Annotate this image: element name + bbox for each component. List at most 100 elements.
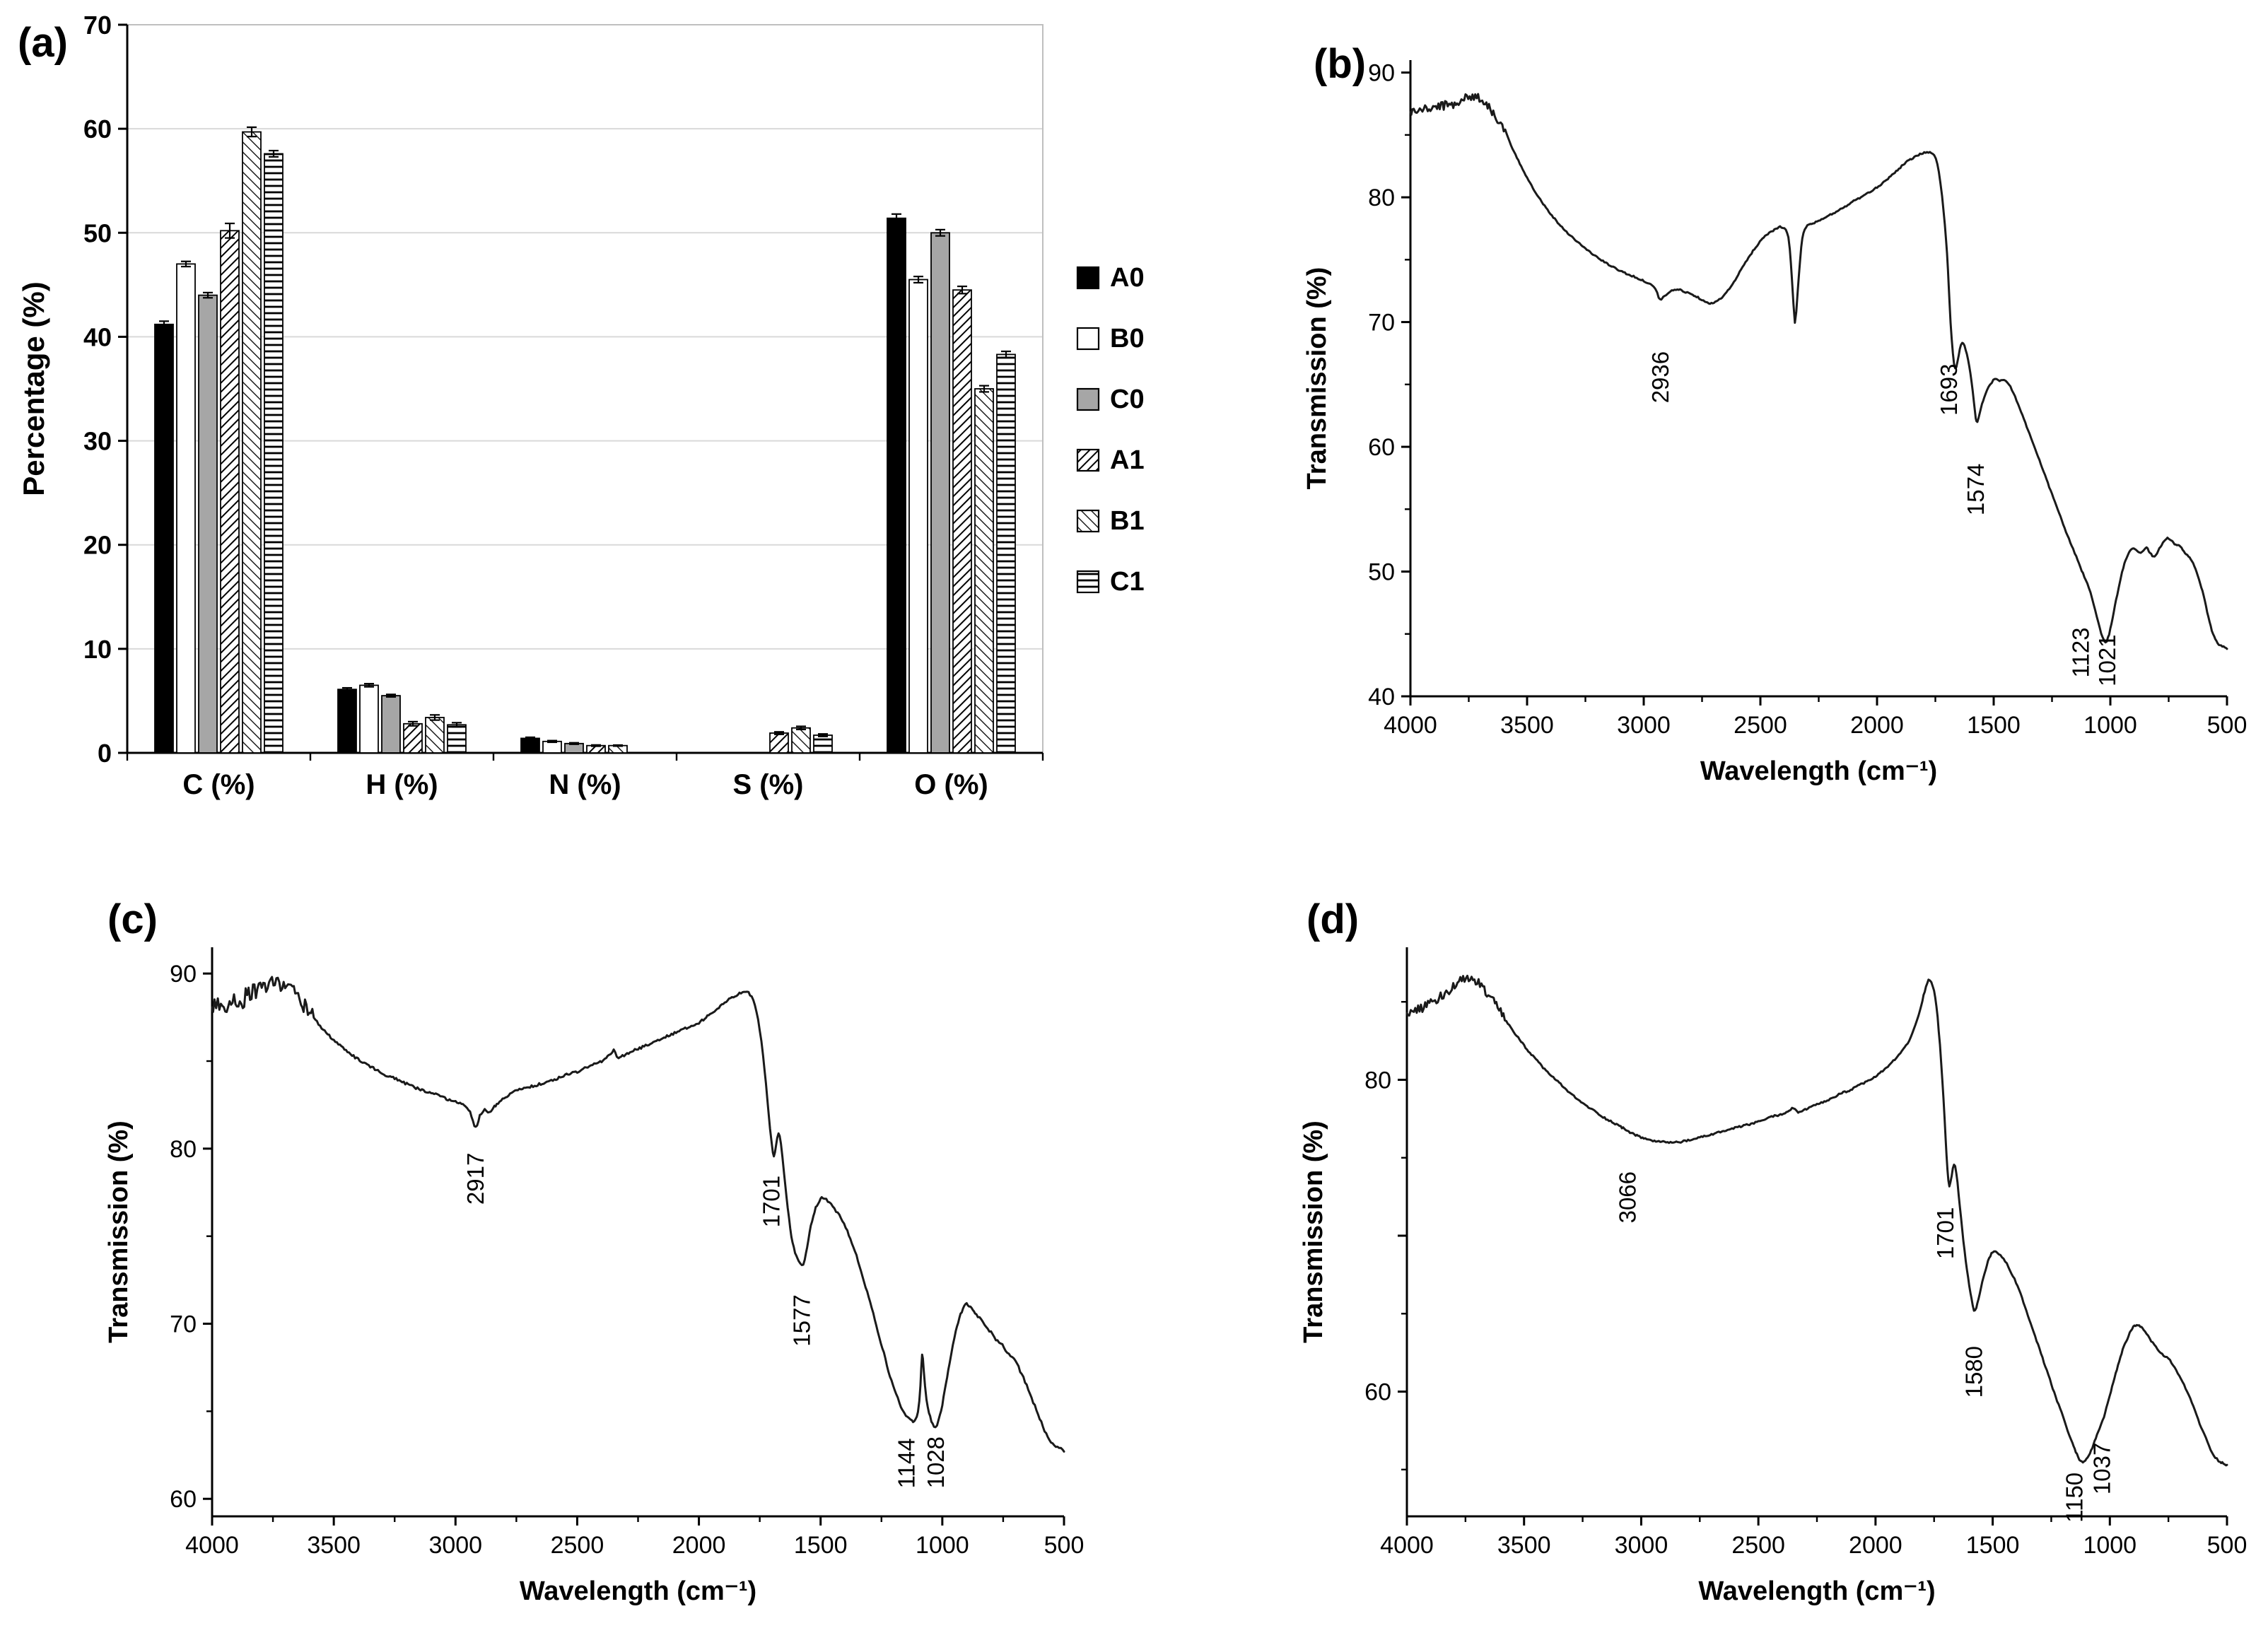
y-tick-label: 40: [83, 322, 112, 351]
bar-B1: [242, 131, 262, 754]
peak-annotation: 3066: [1615, 1171, 1641, 1223]
y-tick-label: 70: [1368, 310, 1395, 336]
category-label: C (%): [182, 769, 255, 800]
peak-annotation: 1693: [1936, 363, 1962, 415]
bar-B0: [359, 684, 379, 754]
legend-swatch-B0: [1076, 327, 1100, 351]
y-tick-label: 70: [170, 1311, 197, 1338]
x-tick-label: 2000: [1849, 1532, 1902, 1559]
axes: [211, 947, 1064, 1518]
bar-C1: [264, 153, 284, 754]
x-tick-label: 3500: [1497, 1532, 1551, 1559]
y-axis-title: Percentage (%): [17, 281, 50, 496]
y-tick-label: 90: [170, 961, 197, 988]
bar-C1: [996, 353, 1016, 754]
y-axis-title: Transmission (%): [1302, 267, 1332, 490]
peak-annotation: 1150: [2061, 1473, 2087, 1523]
peak-annotation: 1701: [1932, 1207, 1958, 1259]
x-tick-label: 1000: [2083, 1532, 2137, 1559]
x-tick-label: 1500: [1967, 712, 2021, 739]
x-tick-label: 3000: [1617, 712, 1671, 739]
legend-swatch-A0: [1076, 266, 1100, 290]
legend-swatch-C1: [1076, 570, 1100, 594]
peak-annotation: 1021: [2094, 634, 2120, 686]
y-tick-label: 0: [98, 739, 112, 768]
axes: [1409, 60, 2227, 698]
x-axis-title: Wavelength (cm⁻¹): [1698, 1576, 1935, 1606]
x-axis-title: Wavelength (cm⁻¹): [1700, 756, 1937, 786]
bar-B0: [908, 279, 928, 754]
axes: [1405, 947, 2227, 1518]
legend-label-B0: B0: [1110, 324, 1145, 353]
y-tick-label: 60: [83, 115, 112, 144]
panel-label-a: (a): [18, 20, 68, 66]
bar-A0: [337, 689, 357, 754]
bar-C0: [198, 294, 218, 754]
y-tick-label: 50: [1368, 559, 1395, 586]
legend-swatch-C0: [1076, 387, 1100, 411]
spectrum-curve: [211, 976, 1065, 1453]
plot-frame: [127, 24, 1044, 753]
x-tick-label: 2500: [551, 1532, 604, 1559]
spectrum-curve: [1409, 93, 2228, 650]
y-tick-label: 90: [1368, 60, 1395, 87]
peak-annotation: 1574: [1963, 464, 1989, 515]
x-tick-label: 3000: [1615, 1532, 1668, 1559]
legend-label-C0: C0: [1110, 385, 1145, 414]
y-tick-label: 60: [170, 1486, 197, 1513]
x-tick-label: 3500: [307, 1532, 361, 1559]
peak-annotation: 2936: [1647, 351, 1673, 403]
peak-annotation: 1037: [2088, 1443, 2115, 1494]
legend-label-A1: A1: [1110, 445, 1145, 475]
ftir-spectrum-panel-d: 4000 3500 3000 2500 2000 1500 1000 500 60 80 Wavel…: [1299, 947, 2247, 1606]
x-tick-label: 1000: [916, 1532, 969, 1559]
peak-annotation: 1701: [758, 1176, 784, 1227]
bar-A1: [403, 722, 423, 754]
y-tick-label: 50: [83, 218, 112, 247]
x-tick-label: 1500: [1966, 1532, 2020, 1559]
y-axis-title: Transmission (%): [1299, 1120, 1328, 1343]
x-tick-label: 2000: [1850, 712, 1904, 739]
ftir-spectrum-panel-c: 4000 3500 3000 2500 2000 1500 1000 500 60 70 80 90 W…: [104, 947, 1084, 1606]
bar-B0: [176, 263, 196, 754]
bar-C1: [447, 724, 467, 754]
y-tick-label: 80: [170, 1136, 197, 1163]
bar-C0: [381, 695, 401, 754]
panel-label-c: (c): [107, 896, 158, 942]
y-tick-label: 30: [83, 427, 112, 456]
x-tick-label: 2500: [1734, 712, 1787, 739]
category-label: H (%): [366, 769, 438, 800]
bar-B0: [542, 740, 562, 754]
x-tick-label: 3500: [1500, 712, 1554, 739]
bar-A1: [220, 230, 240, 754]
bar-C0: [930, 232, 950, 754]
x-tick-label: 500: [2207, 712, 2247, 739]
peak-annotation: 1144: [894, 1438, 920, 1488]
y-tick-label: 60: [1364, 1379, 1391, 1406]
legend-swatch-A1: [1076, 448, 1100, 472]
panel-label-b: (b): [1314, 41, 1367, 87]
bar-A0: [154, 323, 174, 754]
bar-A0: [887, 217, 906, 754]
y-tick-label: 10: [83, 635, 112, 664]
x-tick-label: 1000: [2083, 712, 2137, 739]
peak-annotation: 2917: [462, 1153, 489, 1205]
peak-annotation: 1028: [923, 1436, 949, 1488]
y-tick-label: 40: [1368, 684, 1395, 710]
bar-C1: [813, 734, 833, 754]
bar-B1: [791, 727, 811, 754]
legend-swatch-B1: [1076, 509, 1100, 533]
peak-annotation: 1580: [1960, 1346, 1987, 1398]
x-tick-label: 4000: [185, 1532, 239, 1559]
bar-B1: [974, 388, 994, 754]
category-label: O (%): [914, 769, 988, 800]
y-tick-label: 80: [1368, 185, 1395, 211]
x-axis-title: Wavelength (cm⁻¹): [520, 1576, 756, 1606]
bar-A1: [769, 732, 789, 754]
category-label: S (%): [733, 769, 804, 800]
x-tick-label: 2000: [672, 1532, 726, 1559]
x-tick-label: 500: [2207, 1532, 2247, 1559]
x-tick-label: 4000: [1384, 712, 1437, 739]
legend-label-C1: C1: [1110, 567, 1145, 597]
